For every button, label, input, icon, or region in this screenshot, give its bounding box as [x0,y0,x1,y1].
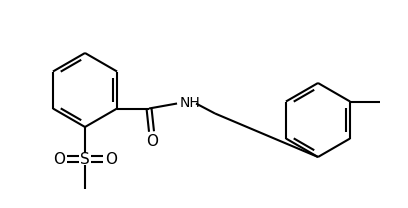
Text: O: O [53,151,65,166]
Text: O: O [146,134,158,149]
Text: O: O [105,151,117,166]
Text: S: S [80,151,90,166]
Text: NH: NH [180,95,201,109]
